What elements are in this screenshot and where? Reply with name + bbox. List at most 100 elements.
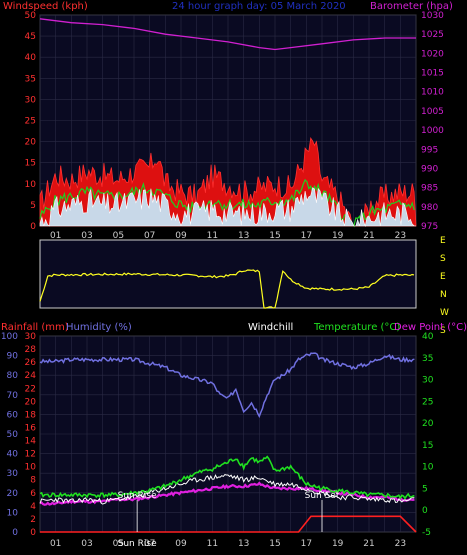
rain-ytick: 14 xyxy=(25,437,37,447)
direction-label: E xyxy=(440,236,446,246)
humidity-ytick: 40 xyxy=(7,450,19,460)
barometer-ytick: 1025 xyxy=(421,30,444,40)
wind-ytick: 10 xyxy=(25,180,37,190)
humidity-ytick: 90 xyxy=(7,352,19,362)
direction-label: S xyxy=(440,326,446,336)
dewpoint-series xyxy=(39,481,415,506)
barometer-ytick: 1030 xyxy=(421,11,444,21)
rain-ytick: 30 xyxy=(25,332,37,342)
temp-ytick: 30 xyxy=(422,376,434,386)
temp-ytick: 35 xyxy=(422,354,433,364)
direction-series xyxy=(39,269,415,309)
direction-label: S xyxy=(440,254,446,264)
direction-label: N xyxy=(440,290,447,300)
temp-grid xyxy=(39,335,417,533)
temp-xtick: 21 xyxy=(363,539,374,549)
temp-ytick: 15 xyxy=(422,441,433,451)
barometer-ytick: 995 xyxy=(421,145,438,155)
temp-xtick: 19 xyxy=(332,539,344,549)
temp-ytick: 0 xyxy=(422,506,428,516)
rain-ytick: 6 xyxy=(30,489,36,499)
sun-annotations: Sun Rise Sun Set Sun Rise xyxy=(118,491,340,549)
wind-xtick: 15 xyxy=(269,231,280,241)
temperature-series xyxy=(39,455,415,500)
barometer-ytick: 985 xyxy=(421,184,438,194)
direction-label: W xyxy=(440,308,449,318)
rain-ytick: 20 xyxy=(25,397,37,407)
humidity-ytick: 50 xyxy=(7,430,19,440)
rain-ytick: 24 xyxy=(25,371,37,381)
rain-ytick: 16 xyxy=(25,423,37,433)
temp-ytick: -5 xyxy=(422,528,431,538)
humidity-ytick: 30 xyxy=(7,469,19,479)
barometer-ytick: 990 xyxy=(421,164,438,174)
direction-plot-area xyxy=(39,239,417,309)
rain-ytick: 22 xyxy=(25,384,36,394)
rain-ytick: 10 xyxy=(25,463,37,473)
rain-ylabel: Rainfall (mm) xyxy=(1,322,69,333)
barometer-ytick: 980 xyxy=(421,203,438,213)
temp-xtick: 13 xyxy=(238,539,249,549)
direction-series xyxy=(39,269,415,309)
wind-ytick: 30 xyxy=(25,95,37,105)
temp-xtick: 23 xyxy=(395,539,406,549)
wind-ylabel: Windspeed (kph) xyxy=(3,1,88,12)
temp-xtick: 05 xyxy=(113,539,124,549)
humidity-ytick: 100 xyxy=(1,332,18,342)
temp-xtick: 03 xyxy=(81,539,92,549)
temp-ticks-right: 40 35 30 25 20 15 10 5 0 -5 xyxy=(422,332,434,538)
wind-xtick: 05 xyxy=(113,231,124,241)
wind-xtick: 21 xyxy=(363,231,374,241)
temperature-ylabel: Temperature (°C) xyxy=(313,322,400,333)
temp-series xyxy=(39,352,417,533)
barometer-ylabel: Barometer (hpa) xyxy=(370,1,453,12)
barometer-ytick: 1010 xyxy=(421,88,444,98)
temp-xtick: 07 xyxy=(144,539,155,549)
temp-ytick: 5 xyxy=(422,484,428,494)
temp-xticks: 01 03 05 07 09 11 13 15 17 19 21 23 xyxy=(50,539,406,549)
sunrise-label: Sun Rise xyxy=(118,491,157,501)
sunset-label: Sun Set xyxy=(305,491,340,501)
temp-xtick: 01 xyxy=(50,539,61,549)
wind-xtick: 01 xyxy=(50,231,61,241)
rain-ytick: 4 xyxy=(30,502,36,512)
rain-ytick: 12 xyxy=(25,450,36,460)
barometer-ytick: 1015 xyxy=(421,69,444,79)
wind-xtick: 09 xyxy=(175,231,187,241)
wind-xtick: 07 xyxy=(144,231,155,241)
temp-xtick: 09 xyxy=(175,539,187,549)
wind-ytick: 5 xyxy=(30,201,36,211)
humidity-ylabel: Humidity (%) xyxy=(66,322,132,333)
humidity-ytick: 70 xyxy=(7,391,19,401)
humidity-ytick: 20 xyxy=(7,489,19,499)
wind-ytick: 15 xyxy=(25,159,36,169)
wind-xtick: 19 xyxy=(332,231,344,241)
wind-xtick: 03 xyxy=(81,231,92,241)
sunrise-xlabel: Sun Rise xyxy=(118,539,157,549)
temp-ytick: 20 xyxy=(422,419,434,429)
humidity-ytick: 60 xyxy=(7,410,19,420)
temp-ytick: 40 xyxy=(422,332,434,342)
wind-ytick: 45 xyxy=(25,32,36,42)
rain-ytick: 28 xyxy=(25,345,37,355)
dewpoint-ylabel: Dew Point (°C) xyxy=(394,322,467,333)
barometer-ticks-right: 1030 1025 1020 1015 1010 1005 1000 995 990 985 980… xyxy=(421,11,444,232)
rain-ytick: 8 xyxy=(30,476,36,486)
barometer-ytick: 975 xyxy=(421,222,438,232)
wind-xticks: 01 03 05 07 09 11 13 15 17 19 21 23 xyxy=(50,231,406,241)
wind-series xyxy=(39,18,417,228)
rain-ytick: 2 xyxy=(30,515,36,525)
humidity-ytick: 80 xyxy=(7,371,19,381)
temp-ytick: 10 xyxy=(422,463,434,473)
wind-ytick: 20 xyxy=(25,138,37,148)
wind-xtick: 17 xyxy=(301,231,312,241)
chart-title: 24 hour graph day: 05 March 2020 xyxy=(172,1,346,12)
wind-ytick: 40 xyxy=(25,53,37,63)
temp-xtick: 17 xyxy=(301,539,312,549)
wind-xtick: 13 xyxy=(238,231,249,241)
